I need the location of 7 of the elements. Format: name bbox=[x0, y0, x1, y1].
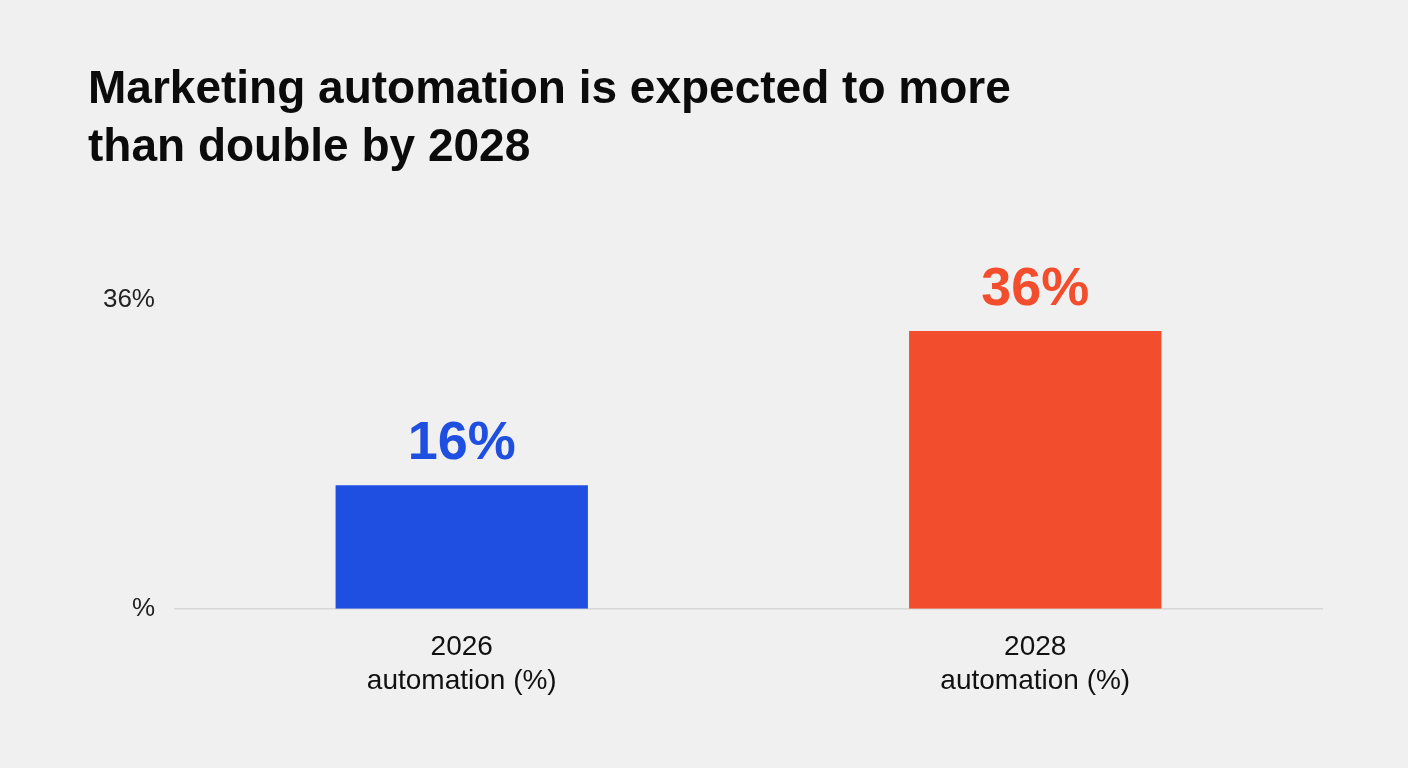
x-tick-label: 2028 automation (%) bbox=[940, 630, 1131, 695]
text: 36% bbox=[102, 283, 155, 314]
chart-title: Marketing automation is expected to more than double by 2028 bbox=[88, 60, 1012, 173]
x-tick-label: 2026 automation (%) bbox=[366, 630, 557, 695]
text: % bbox=[131, 591, 155, 622]
data-label: 36% bbox=[981, 255, 1090, 316]
data-label: 16% bbox=[407, 410, 516, 471]
